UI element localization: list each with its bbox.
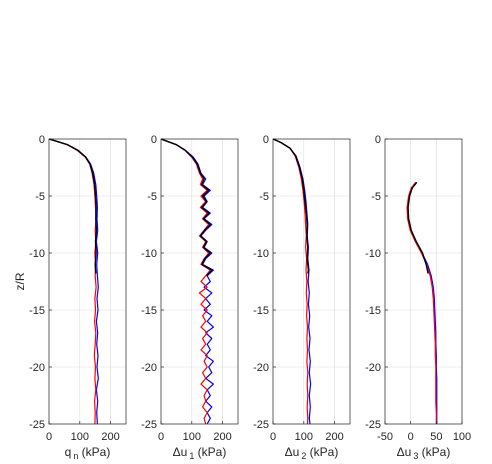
y-tick-label: -10 [141,248,157,260]
axes-box [160,138,239,425]
x-tick-label: 0 [158,431,164,443]
axes-box [384,138,463,425]
y-tick-label: -20 [253,362,269,374]
x-axis-label: Δu 2 (kPa) [285,445,339,461]
y-tick-label: -5 [147,191,157,203]
axes-box [48,138,127,425]
y-tick-label: -15 [29,305,45,317]
x-tick-label: 100 [453,431,471,443]
x-axis-label-unit: (kPa) [194,445,226,459]
x-tick-label: -50 [377,431,393,443]
x-tick-label: 200 [101,431,119,443]
y-tick-label: -15 [365,305,381,317]
x-axis-label-sub: 3 [413,451,418,461]
series-line [272,138,312,425]
y-tick-label: -15 [141,305,157,317]
series-line [160,138,214,425]
x-tick-label: 0 [408,431,414,443]
y-tick-label: -25 [253,419,269,431]
x-axis-label-main: q [65,445,72,459]
x-axis-label: Δu 3 (kPa) [397,445,451,461]
y-tick-label: -20 [141,362,157,374]
series-line [160,138,211,425]
x-axis-label-main: Δu [397,445,412,459]
y-tick-label: -20 [29,362,45,374]
x-axis-label-sub: 1 [189,451,194,461]
y-tick-label: 0 [263,134,269,146]
y-tick-label: -10 [29,248,45,260]
series-line [406,181,437,424]
y-tick-label: 0 [39,134,45,146]
y-tick-label: -25 [365,419,381,431]
y-tick-label: 0 [151,134,157,146]
x-axis-label-sub: 2 [301,451,306,461]
y-tick-label: -5 [371,191,381,203]
x-tick-label: 50 [430,431,442,443]
y-tick-label: -25 [141,419,157,431]
x-tick-label: 100 [295,431,313,443]
axes-box [272,138,351,425]
x-axis-label-unit: (kPa) [78,445,110,459]
y-tick-label: -20 [365,362,381,374]
x-axis-label-unit: (kPa) [418,445,450,459]
y-tick-label: -5 [259,191,269,203]
series-line [272,138,310,274]
x-tick-label: 200 [213,431,231,443]
y-tick-label: -15 [253,305,269,317]
x-tick-label: 100 [71,431,89,443]
x-axis-label: Δu 1 (kPa) [173,445,227,461]
x-axis-label-sub: n [73,451,78,461]
series-line [48,138,97,425]
y-tick-label: -10 [365,248,381,260]
y-tick-label: -10 [253,248,269,260]
x-tick-label: 0 [46,431,52,443]
x-axis-label-main: Δu [173,445,188,459]
y-axis-label: z/R [13,272,27,290]
series-line [407,181,438,424]
x-tick-label: 100 [183,431,201,443]
x-tick-label: 200 [325,431,343,443]
y-tick-label: -5 [35,191,45,203]
x-tick-label: 0 [270,431,276,443]
series-line [48,138,98,274]
series-line [407,181,429,274]
y-tick-label: -25 [29,419,45,431]
x-axis-label-unit: (kPa) [306,445,338,459]
y-tick-label: 0 [375,134,381,146]
series-line [160,138,213,277]
series-line [48,138,99,425]
x-axis-label-main: Δu [285,445,300,459]
series-line [272,138,309,425]
